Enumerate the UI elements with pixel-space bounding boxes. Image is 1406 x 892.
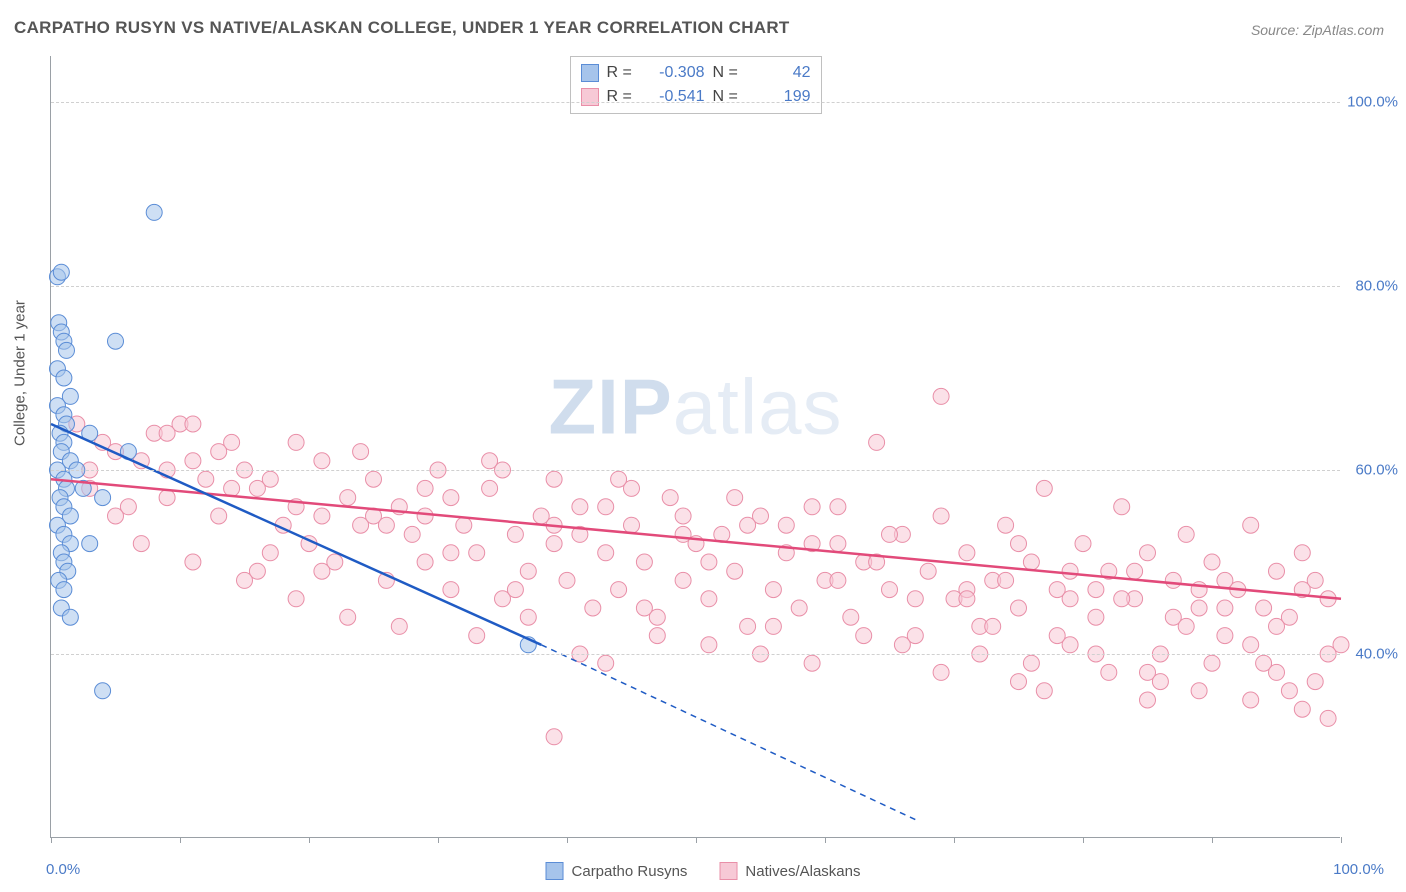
stats-row-2: R = -0.541 N = 199 xyxy=(581,85,811,109)
ytick-label: 40.0% xyxy=(1355,646,1398,663)
xtick xyxy=(51,837,52,843)
ytick-label: 80.0% xyxy=(1355,278,1398,295)
legend-item-2: Natives/Alaskans xyxy=(719,862,860,880)
xtick xyxy=(1341,837,1342,843)
gridline xyxy=(51,654,1340,655)
swatch-series1 xyxy=(581,64,599,82)
xtick xyxy=(696,837,697,843)
xtick xyxy=(309,837,310,843)
legend-swatch-2 xyxy=(719,862,737,880)
xtick xyxy=(567,837,568,843)
gridline xyxy=(51,102,1340,103)
chart-title: CARPATHO RUSYN VS NATIVE/ALASKAN COLLEGE… xyxy=(14,18,790,38)
gridline xyxy=(51,286,1340,287)
legend-item-1: Carpatho Rusyns xyxy=(546,862,688,880)
xtick xyxy=(1212,837,1213,843)
correlation-chart: CARPATHO RUSYN VS NATIVE/ALASKAN COLLEGE… xyxy=(0,0,1406,892)
stats-legend: R = -0.308 N = 42 R = -0.541 N = 199 xyxy=(570,56,822,114)
r-label-2: R = xyxy=(607,85,637,109)
regression-line xyxy=(541,645,915,820)
xtick xyxy=(180,837,181,843)
bottom-legend: Carpatho Rusyns Natives/Alaskans xyxy=(546,862,861,880)
n-label-1: N = xyxy=(713,61,743,85)
lines-svg xyxy=(51,56,1340,837)
r-label-1: R = xyxy=(607,61,637,85)
n-value-1: 42 xyxy=(751,61,811,85)
ytick-label: 100.0% xyxy=(1347,94,1398,111)
r-value-2: -0.541 xyxy=(645,85,705,109)
legend-swatch-1 xyxy=(546,862,564,880)
regression-line xyxy=(51,479,1341,599)
swatch-series2 xyxy=(581,88,599,106)
n-value-2: 199 xyxy=(751,85,811,109)
plot-area: ZIPatlas R = -0.308 N = 42 R = -0.541 N … xyxy=(50,56,1340,838)
n-label-2: N = xyxy=(713,85,743,109)
y-axis-label: College, Under 1 year xyxy=(12,300,29,446)
r-value-1: -0.308 xyxy=(645,61,705,85)
xtick xyxy=(1083,837,1084,843)
xtick xyxy=(825,837,826,843)
xtick xyxy=(954,837,955,843)
gridline xyxy=(51,470,1340,471)
x-axis-label-100: 100.0% xyxy=(1333,861,1384,878)
ytick-label: 60.0% xyxy=(1355,462,1398,479)
stats-row-1: R = -0.308 N = 42 xyxy=(581,61,811,85)
xtick xyxy=(438,837,439,843)
regression-line xyxy=(51,424,541,645)
source-label: Source: ZipAtlas.com xyxy=(1251,22,1384,38)
legend-label-1: Carpatho Rusyns xyxy=(572,863,688,880)
x-axis-label-0: 0.0% xyxy=(46,861,80,878)
legend-label-2: Natives/Alaskans xyxy=(745,863,860,880)
